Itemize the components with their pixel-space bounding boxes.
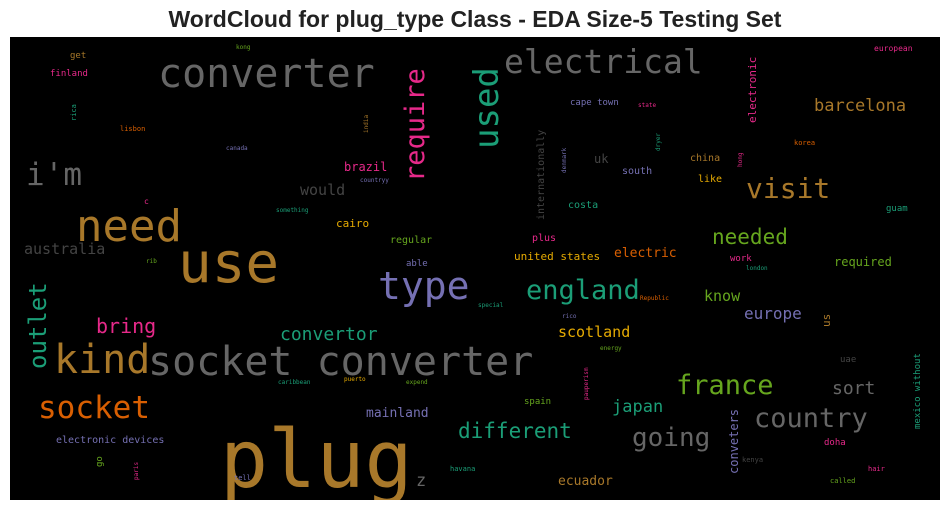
word-puerto: puerto xyxy=(344,376,366,383)
word-south: south xyxy=(622,166,652,177)
word-energy: energy xyxy=(600,345,622,352)
wordcloud-svg: plug use socket converter converter need kind… xyxy=(10,37,940,506)
word-type: type xyxy=(378,264,470,308)
wordcloud-background xyxy=(10,37,940,500)
word-us: us xyxy=(820,314,833,327)
word-spain: spain xyxy=(524,397,551,407)
word-london: london xyxy=(746,265,768,272)
word-denmark: denmark xyxy=(561,147,568,173)
word-bring: bring xyxy=(96,314,156,338)
word-ecuador: ecuador xyxy=(558,474,613,489)
word-plug: plug xyxy=(220,413,413,500)
word-japan: japan xyxy=(612,397,663,417)
word-need: need xyxy=(76,201,182,252)
word-mexico-without: mexico without xyxy=(913,353,923,429)
word-cairo: cairo xyxy=(336,217,369,230)
word-required: required xyxy=(834,255,892,269)
word-work: work xyxy=(730,254,752,264)
word-visit: visit xyxy=(746,172,830,205)
word-electronic: electronic xyxy=(746,57,759,123)
word-rico: rico xyxy=(562,313,577,320)
word-hair: hair xyxy=(868,465,885,473)
word-converter: converter xyxy=(158,51,375,97)
word-caribbean: caribbean xyxy=(278,379,311,386)
word-barcelona: barcelona xyxy=(814,96,906,116)
word-know: know xyxy=(704,287,741,305)
word-electric: electric xyxy=(614,246,677,261)
word-paris: paris xyxy=(133,462,140,480)
word-kong: kong xyxy=(236,44,251,51)
word-rib: rib xyxy=(146,258,157,265)
word-different: different xyxy=(458,419,572,443)
word-united-states: united states xyxy=(514,250,600,263)
word-brazil: brazil xyxy=(344,160,387,174)
word-rica: rica xyxy=(70,104,78,121)
word-able: able xyxy=(406,259,428,269)
word-finland: finland xyxy=(50,69,88,79)
word-expend: expend xyxy=(406,379,428,386)
word-countryy: countryy xyxy=(360,177,389,184)
word-uk: uk xyxy=(594,152,609,166)
word-dryer: dryer xyxy=(655,133,662,151)
word-doha: doha xyxy=(824,438,846,448)
word-tell: tell xyxy=(234,474,251,482)
word-france: france xyxy=(676,370,774,401)
word-pauperism: pauperism xyxy=(583,367,590,400)
word-conveters: conveters xyxy=(727,409,741,474)
word-outlet: outlet xyxy=(24,282,52,369)
word-needed: needed xyxy=(712,225,788,249)
word-something: something xyxy=(276,207,309,214)
word-electrical: electrical xyxy=(504,42,703,81)
wordcloud-canvas: plug use socket converter converter need kind… xyxy=(10,37,940,506)
word-i-m: i'm xyxy=(26,157,82,193)
word-europe: europe xyxy=(744,304,802,323)
word-state: state xyxy=(638,102,656,109)
word-electronic-devices: electronic devices xyxy=(56,435,164,446)
word-havana: havana xyxy=(450,465,475,473)
word-guam: guam xyxy=(886,204,908,214)
word-australia: australia xyxy=(24,240,105,258)
word-country: country xyxy=(754,403,868,434)
word-republic: Republic xyxy=(640,295,669,302)
word-socket: socket xyxy=(38,390,150,426)
word-convertor: convertor xyxy=(280,324,378,345)
word-plus: plus xyxy=(532,233,556,244)
word-go: go xyxy=(95,456,105,467)
word-cape-town: cape town xyxy=(570,98,619,108)
word-kind: kind xyxy=(54,337,150,383)
word-uae: uae xyxy=(840,355,856,365)
word-socket-converter: socket converter xyxy=(148,339,533,385)
word-used: used xyxy=(467,67,507,149)
word-like: like xyxy=(698,174,722,185)
word-sort: sort xyxy=(832,378,875,399)
word-hong: hong xyxy=(737,152,744,167)
word-going: going xyxy=(632,423,710,453)
word-scotland: scotland xyxy=(558,323,630,341)
word-regular: regular xyxy=(390,235,432,246)
word-european: european xyxy=(874,44,913,53)
word-would: would xyxy=(300,181,345,199)
word-kenya: kenya xyxy=(742,456,763,464)
word-internationally: internationally xyxy=(536,130,547,220)
word-special: special xyxy=(478,302,504,309)
word-england: england xyxy=(526,275,640,306)
word-korea: korea xyxy=(794,139,815,147)
word-z: z xyxy=(416,471,426,491)
word-c: c xyxy=(144,197,149,206)
word-costa: costa xyxy=(568,200,598,211)
word-get: get xyxy=(70,51,86,61)
word-require: require xyxy=(400,68,431,182)
word-lisbon: lisbon xyxy=(120,125,145,133)
word-mainland: mainland xyxy=(366,406,429,421)
word-china: china xyxy=(690,153,720,164)
word-use: use xyxy=(178,231,279,296)
word-india: india xyxy=(363,115,370,133)
word-called: called xyxy=(830,477,855,485)
word-canada: canada xyxy=(226,145,248,152)
chart-title: WordCloud for plug_type Class - EDA Size… xyxy=(168,6,782,32)
